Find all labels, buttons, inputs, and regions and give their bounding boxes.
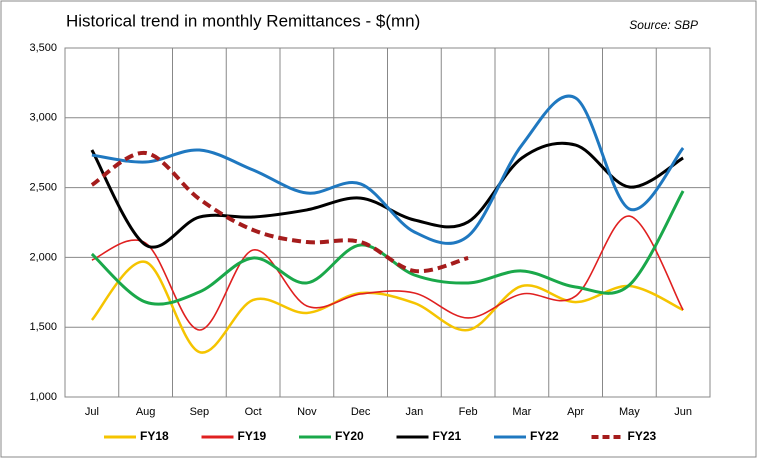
x-tick-label: Jun: [674, 406, 692, 418]
legend-label: FY18: [140, 429, 169, 443]
x-tick-label: May: [619, 406, 640, 418]
x-tick-label: Feb: [459, 406, 478, 418]
series-line: [90, 150, 469, 274]
x-tick-label: Dec: [351, 406, 371, 418]
legend-label: FY23: [628, 429, 657, 443]
y-tick-label: 2,000: [29, 251, 57, 263]
series-line: [91, 215, 684, 331]
x-tick-label: Apr: [567, 406, 584, 418]
series-line: [90, 190, 685, 306]
x-tick-label: Jan: [406, 406, 424, 418]
legend-label: FY20: [335, 429, 364, 443]
y-tick-label: 2,500: [29, 182, 57, 194]
legend-label: FY19: [238, 429, 267, 443]
y-tick-label: 1,000: [29, 391, 57, 403]
x-tick-label: Sep: [190, 406, 210, 418]
legend-label: FY21: [433, 429, 462, 443]
x-tick-label: Mar: [512, 406, 531, 418]
x-tick-label: Oct: [245, 406, 262, 418]
y-tick-label: 3,000: [29, 112, 57, 124]
y-tick-label: 1,500: [29, 321, 57, 333]
x-tick-label: Jul: [85, 406, 99, 418]
source-note: Source: SBP: [629, 18, 698, 32]
legend-label: FY22: [530, 429, 559, 443]
x-tick-label: Aug: [136, 406, 156, 418]
series-line: [91, 94, 685, 245]
y-tick-label: 3,500: [29, 42, 57, 54]
chart-title: Historical trend in monthly Remittances …: [66, 11, 420, 30]
x-tick-label: Nov: [297, 406, 317, 418]
